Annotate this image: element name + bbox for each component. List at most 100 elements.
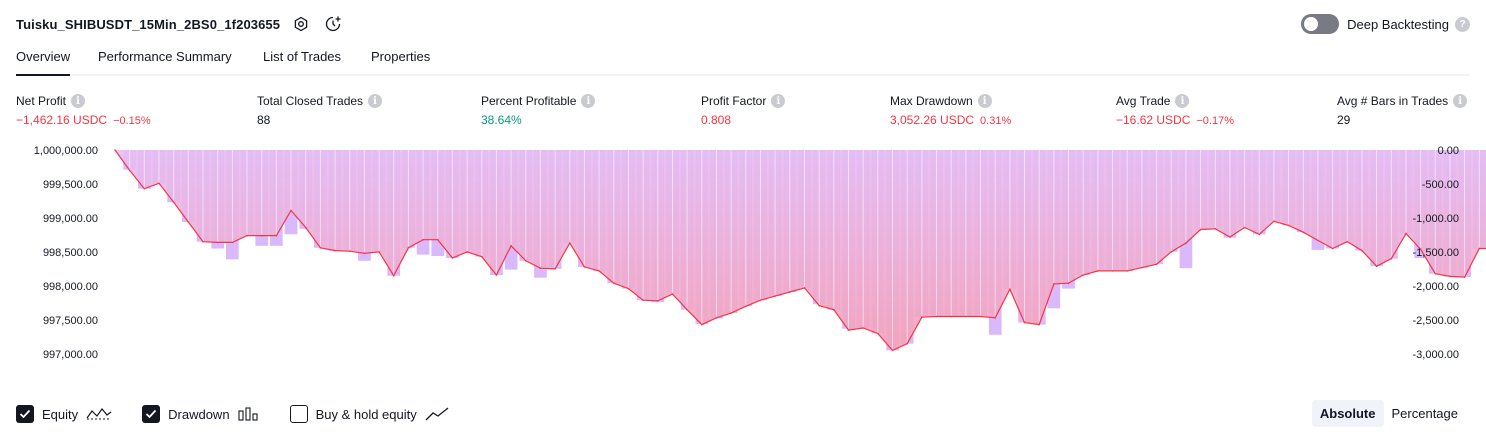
info-icon[interactable]: i — [977, 94, 992, 108]
equity-point — [143, 187, 146, 190]
equity-point — [216, 241, 219, 244]
absolute-button[interactable]: Absolute — [1311, 400, 1384, 427]
metric-profit-factor: Profit Factor i 0.808 — [701, 93, 786, 127]
y-left-tick-label: 999,000.00 — [43, 213, 98, 225]
y-left-tick-label: 997,000.00 — [43, 349, 98, 361]
buy-hold-label: Buy & hold equity — [315, 406, 417, 422]
metric-total-closed-trades: Total Closed Trades i 88 — [257, 93, 383, 127]
buy-hold-checkbox[interactable] — [289, 405, 308, 423]
equity-point — [407, 247, 410, 249]
info-icon[interactable]: i — [368, 94, 383, 108]
info-icon[interactable]: i — [1453, 94, 1468, 108]
equity-point — [554, 268, 556, 270]
equity-point — [1434, 272, 1437, 275]
y-axis-left: 1,000,000.00 999,500.00 999,000.00 998,500.… — [34, 145, 98, 361]
equity-trade-dividers — [129, 150, 1480, 351]
equity-label: Equity — [42, 406, 79, 422]
equity-point — [304, 226, 307, 229]
equity-point — [979, 315, 982, 318]
info-icon[interactable]: i — [581, 94, 596, 108]
legend-buy-hold[interactable]: Buy & hold equity — [289, 405, 449, 423]
equity-point — [334, 249, 336, 252]
equity-point — [187, 221, 190, 223]
settings-icon[interactable] — [290, 13, 312, 35]
info-icon[interactable]: i — [771, 94, 786, 108]
equity-point — [921, 316, 923, 318]
equity-point — [569, 242, 571, 244]
equity-point — [877, 332, 879, 335]
metric-value: −1,462.16 USDC — [16, 113, 108, 127]
tab-properties[interactable]: Properties — [371, 49, 431, 64]
equity-point — [436, 238, 439, 241]
equity-point — [1214, 228, 1217, 230]
equity-point — [598, 270, 600, 272]
equity-point — [1361, 249, 1363, 252]
info-icon[interactable]: i — [71, 94, 86, 108]
equity-point — [422, 238, 424, 241]
metric-percent-profitable: Percent Profitable i 38.64% — [481, 93, 596, 127]
metric-avg-trade: Avg Trade i −16.62 USDC −0.17% — [1116, 93, 1234, 127]
equity-point — [451, 257, 454, 259]
equity-area — [115, 150, 1486, 351]
equity-point — [950, 315, 952, 318]
equity-point — [1243, 226, 1246, 229]
equity-point — [1141, 266, 1143, 269]
deep-backtesting-label: Deep Backtesting — [1347, 16, 1449, 32]
equity-point — [1199, 228, 1202, 231]
metric-percent: −0.17% — [1196, 115, 1234, 127]
percentage-button[interactable]: Percentage — [1391, 406, 1459, 421]
equity-point — [246, 234, 248, 237]
equity-point — [1258, 233, 1261, 236]
equity-point — [715, 317, 718, 319]
deep-backtesting: Deep Backtesting ? — [1301, 12, 1470, 36]
tab-list-of-trades[interactable]: List of Trades — [263, 49, 342, 64]
drawdown-checkbox[interactable] — [142, 405, 161, 423]
equity-point — [348, 250, 351, 252]
equity-drawdown-chart[interactable]: 1,000,000.00 999,500.00 999,000.00 998,500.… — [0, 138, 1486, 378]
equity-point — [1111, 270, 1114, 272]
help-icon[interactable]: ? — [1455, 16, 1470, 32]
y-right-tick-label: -1,500.00 — [1413, 247, 1459, 259]
metric-percent: −0.15% — [113, 115, 151, 127]
metric-label: Percent Profitable — [481, 94, 577, 108]
equity-point — [363, 252, 366, 255]
tab-bar: Overview Performance Summary List of Tra… — [16, 44, 1470, 76]
clock-add-icon[interactable] — [322, 13, 344, 35]
equity-point — [202, 240, 204, 243]
legend-equity[interactable]: Equity — [16, 405, 112, 423]
metric-max-drawdown: Max Drawdown i 3,052.26 USDC 0.31% — [890, 93, 1011, 127]
equity-point — [158, 182, 160, 185]
y-axis-right: 0.00 -500.00 -1,000.00 -1,500.00 -2,000.00 -2… — [1413, 145, 1459, 361]
equity-point — [172, 201, 175, 204]
equity-point — [1082, 274, 1084, 276]
y-right-tick-label: -2,000.00 — [1413, 281, 1459, 293]
deep-backtesting-toggle[interactable] — [1301, 14, 1340, 34]
equity-point — [1038, 323, 1040, 326]
y-right-tick-label: 0.00 — [1438, 145, 1459, 157]
metric-value: 88 — [257, 113, 271, 127]
equity-point — [613, 282, 615, 284]
legend-drawdown[interactable]: Drawdown — [142, 405, 259, 423]
equity-point — [231, 241, 234, 244]
equity-point — [1302, 231, 1305, 233]
equity-point — [1170, 251, 1172, 253]
metric-label: Max Drawdown — [890, 94, 973, 108]
equity-point — [275, 234, 278, 237]
info-icon[interactable]: i — [1175, 94, 1190, 108]
equity-point — [642, 299, 644, 301]
drawdown-bars-icon — [238, 406, 260, 422]
equity-point — [789, 291, 791, 293]
tab-performance-summary[interactable]: Performance Summary — [98, 49, 232, 64]
equity-point — [1229, 236, 1231, 238]
equity-line-icon — [86, 406, 112, 422]
y-left-tick-label: 998,500.00 — [43, 247, 98, 259]
equity-checkbox[interactable] — [16, 405, 34, 423]
metric-label: Avg Trade — [1116, 94, 1171, 108]
y-right-tick-label: -1,000.00 — [1413, 213, 1459, 225]
check-icon — [146, 409, 157, 419]
buy-hold-line-icon — [425, 406, 449, 422]
equity-point — [539, 267, 542, 269]
metric-value: 29 — [1337, 113, 1351, 127]
equity-point — [1009, 288, 1011, 291]
tab-overview[interactable]: Overview — [16, 49, 71, 76]
